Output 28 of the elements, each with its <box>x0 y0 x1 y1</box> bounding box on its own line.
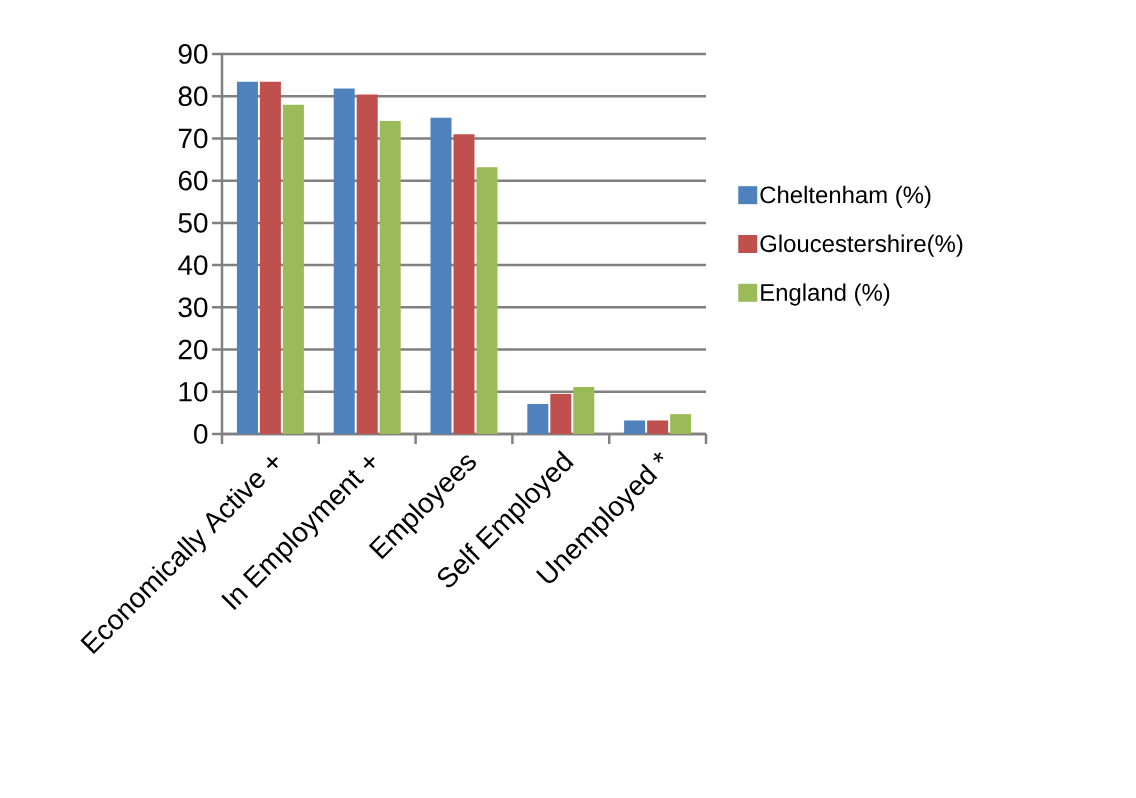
y-tick-label: 70 <box>178 128 208 149</box>
legend-label: England (%) <box>761 283 890 306</box>
bar <box>379 121 401 434</box>
bar <box>259 81 281 434</box>
y-tick-label: 40 <box>178 255 208 275</box>
bar <box>670 414 692 434</box>
bar <box>624 420 646 434</box>
bar <box>356 94 378 434</box>
legend-label: Cheltenham (%) <box>760 185 931 209</box>
bar <box>550 393 572 434</box>
bar <box>527 404 549 434</box>
bar <box>430 117 452 434</box>
bar <box>476 167 498 434</box>
bar <box>573 387 595 434</box>
y-tick-label: 80 <box>178 86 208 107</box>
bar <box>453 134 475 434</box>
bar <box>236 81 258 434</box>
legend-label: Gloucestershire(%) <box>760 234 963 257</box>
y-tick-label: 0 <box>194 424 208 444</box>
bar <box>333 88 355 434</box>
bar <box>647 420 669 434</box>
y-tick-label: 50 <box>178 213 208 233</box>
y-tick-label: 20 <box>178 339 208 360</box>
y-tick-label: 90 <box>178 44 208 64</box>
y-tick-label: 60 <box>178 170 208 191</box>
y-tick-label: 10 <box>179 381 208 402</box>
y-tick-label: 30 <box>178 297 208 318</box>
bar <box>282 104 304 434</box>
